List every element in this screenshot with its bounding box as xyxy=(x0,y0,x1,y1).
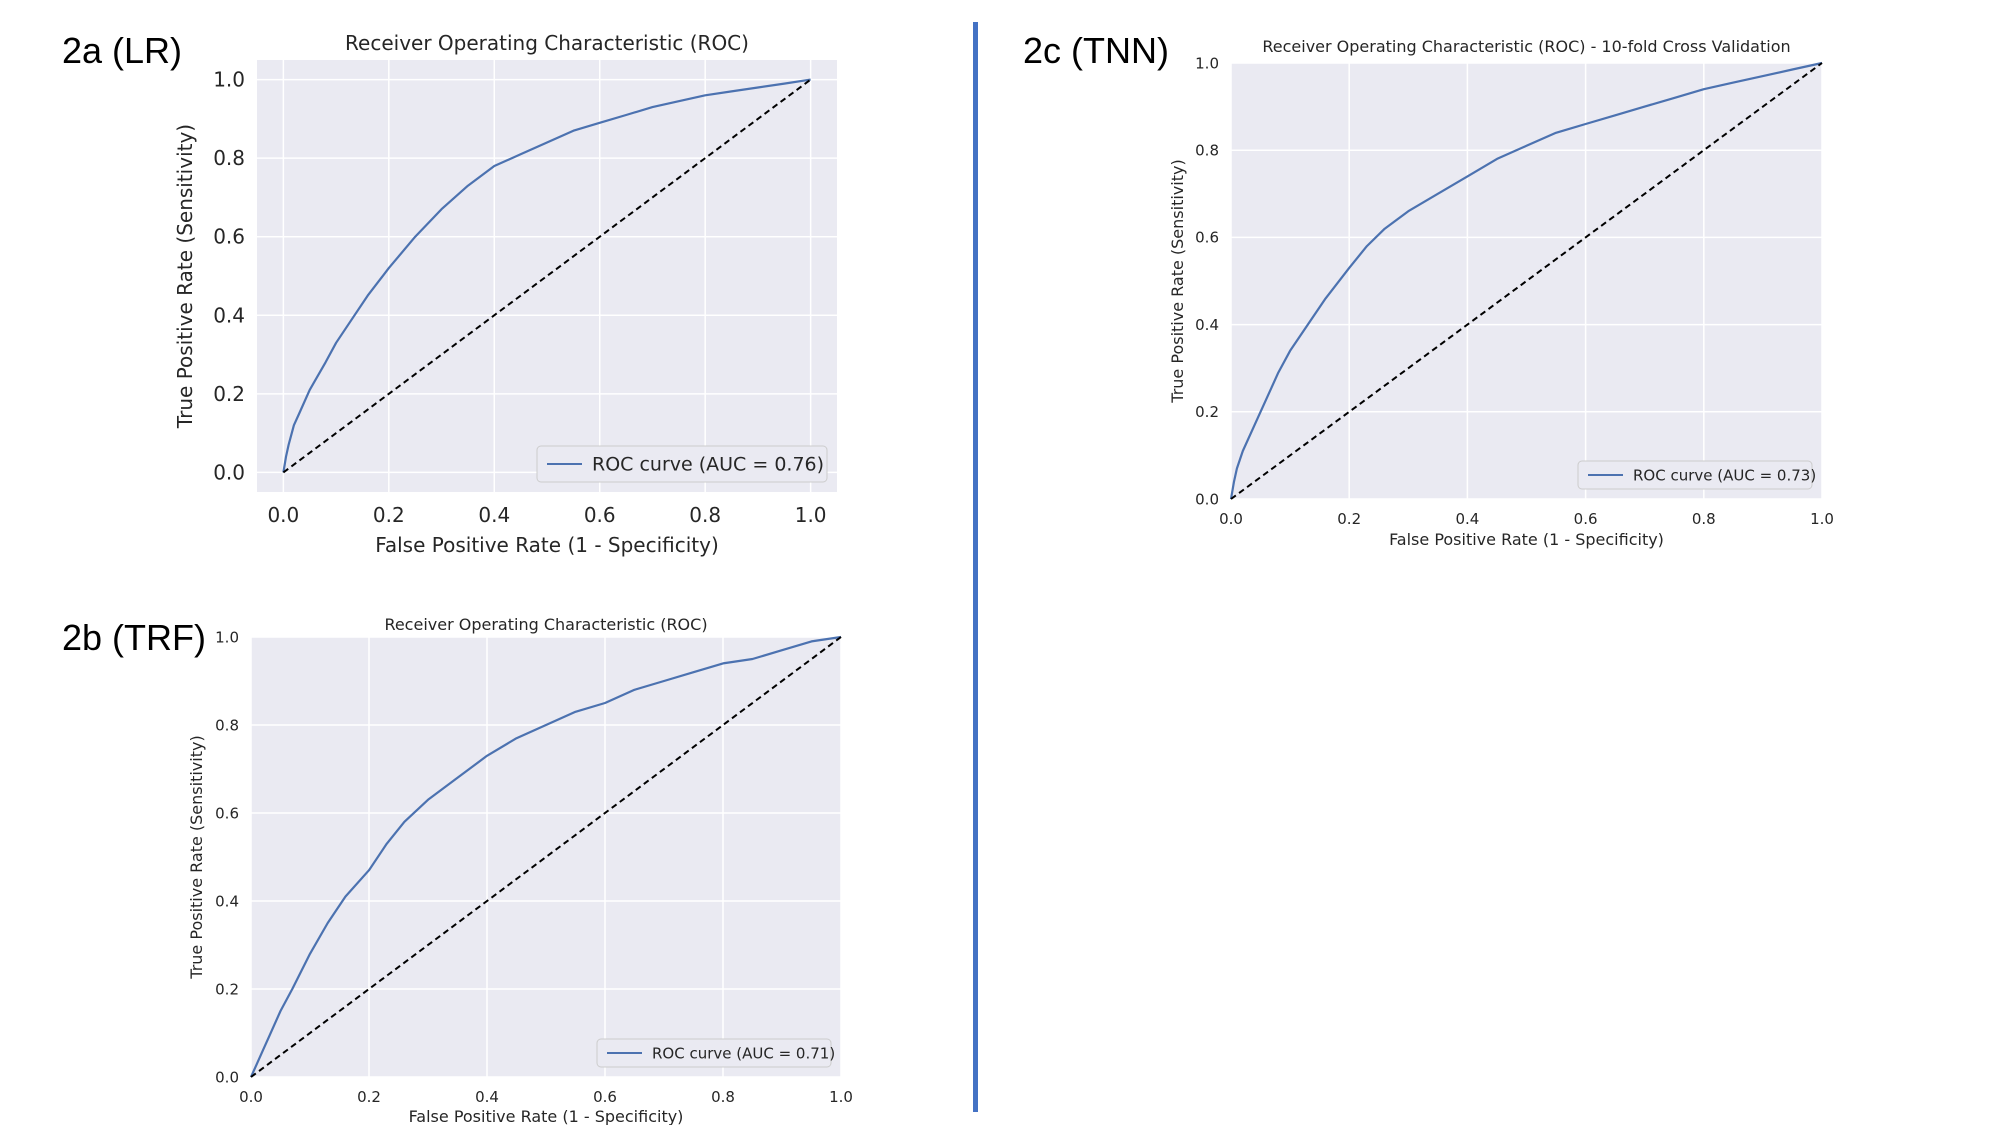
y-tick-label: 0.0 xyxy=(215,1068,239,1086)
y-tick-label: 0.2 xyxy=(215,980,239,998)
x-tick-label: 1.0 xyxy=(795,503,827,527)
y-tick-label: 1.0 xyxy=(215,628,239,646)
panel-divider xyxy=(973,22,978,1112)
y-axis-label: True Positive Rate (Sensitivity) xyxy=(173,124,197,429)
panel-label-2b: 2b (TRF) xyxy=(62,617,206,658)
y-tick-label: 0.4 xyxy=(213,303,245,327)
panel-label-2c: 2c (TNN) xyxy=(1023,30,1169,71)
y-tick-label: 0.8 xyxy=(215,716,239,734)
chart-title: Receiver Operating Characteristic (ROC) … xyxy=(1262,37,1790,56)
plot-area xyxy=(257,60,837,492)
roc-curve-line xyxy=(249,635,842,1078)
x-tick-label: 0.2 xyxy=(357,1088,381,1106)
x-tick-label: 0.6 xyxy=(593,1088,617,1106)
y-tick-label: 0.2 xyxy=(1195,403,1219,421)
x-tick-label: 0.0 xyxy=(239,1088,263,1106)
x-tick-label: 1.0 xyxy=(1810,510,1834,528)
chance-diagonal-line xyxy=(250,636,842,1078)
x-axis-label: False Positive Rate (1 - Specificity) xyxy=(1389,530,1664,549)
legend-entry: ROC curve (AUC = 0.76) xyxy=(592,454,824,476)
chance-diagonal-line xyxy=(1230,62,1823,500)
y-tick-label: 0.0 xyxy=(1195,490,1219,508)
chart-title: Receiver Operating Characteristic (ROC) xyxy=(384,615,707,634)
x-tick-label: 0.0 xyxy=(1219,510,1243,528)
x-axis-label: False Positive Rate (1 - Specificity) xyxy=(409,1107,684,1125)
x-tick-label: 0.4 xyxy=(475,1088,499,1106)
x-tick-label: 0.0 xyxy=(267,503,299,527)
y-tick-label: 0.6 xyxy=(213,225,245,249)
y-tick-label: 0.0 xyxy=(213,460,245,484)
x-tick-label: 1.0 xyxy=(829,1088,853,1106)
panel-label-2a: 2a (LR) xyxy=(62,30,183,71)
y-axis-label: True Positive Rate (Sensitivity) xyxy=(1168,159,1187,403)
x-tick-label: 0.6 xyxy=(584,503,616,527)
x-tick-label: 0.4 xyxy=(1455,510,1479,528)
x-tick-label: 0.4 xyxy=(478,503,510,527)
x-tick-label: 0.2 xyxy=(373,503,405,527)
y-tick-label: 1.0 xyxy=(1195,54,1219,72)
y-tick-label: 0.4 xyxy=(215,892,239,910)
legend-entry: ROC curve (AUC = 0.71) xyxy=(652,1044,835,1062)
y-tick-label: 0.6 xyxy=(215,804,239,822)
x-axis-label: False Positive Rate (1 - Specificity) xyxy=(375,533,719,557)
legend-box xyxy=(536,445,828,483)
x-tick-label: 0.8 xyxy=(1692,510,1716,528)
x-tick-label: 0.2 xyxy=(1337,510,1361,528)
legend-box xyxy=(596,1038,832,1068)
legend-box xyxy=(1577,460,1813,490)
x-tick-label: 0.8 xyxy=(689,503,721,527)
roc-curve-line xyxy=(1229,61,1823,500)
y-tick-label: 0.2 xyxy=(213,382,245,406)
roc-curve-line xyxy=(282,78,811,473)
x-tick-label: 0.6 xyxy=(1574,510,1598,528)
y-tick-label: 0.8 xyxy=(213,146,245,170)
y-axis-label: True Positive Rate (Sensitivity) xyxy=(187,735,206,979)
y-tick-label: 0.4 xyxy=(1195,316,1219,334)
y-tick-label: 1.0 xyxy=(213,68,245,92)
y-tick-label: 0.8 xyxy=(1195,141,1219,159)
legend-entry: ROC curve (AUC = 0.73) xyxy=(1633,466,1816,484)
x-tick-label: 0.8 xyxy=(711,1088,735,1106)
chart-title: Receiver Operating Characteristic (ROC) xyxy=(345,31,749,55)
y-tick-label: 0.6 xyxy=(1195,229,1219,247)
